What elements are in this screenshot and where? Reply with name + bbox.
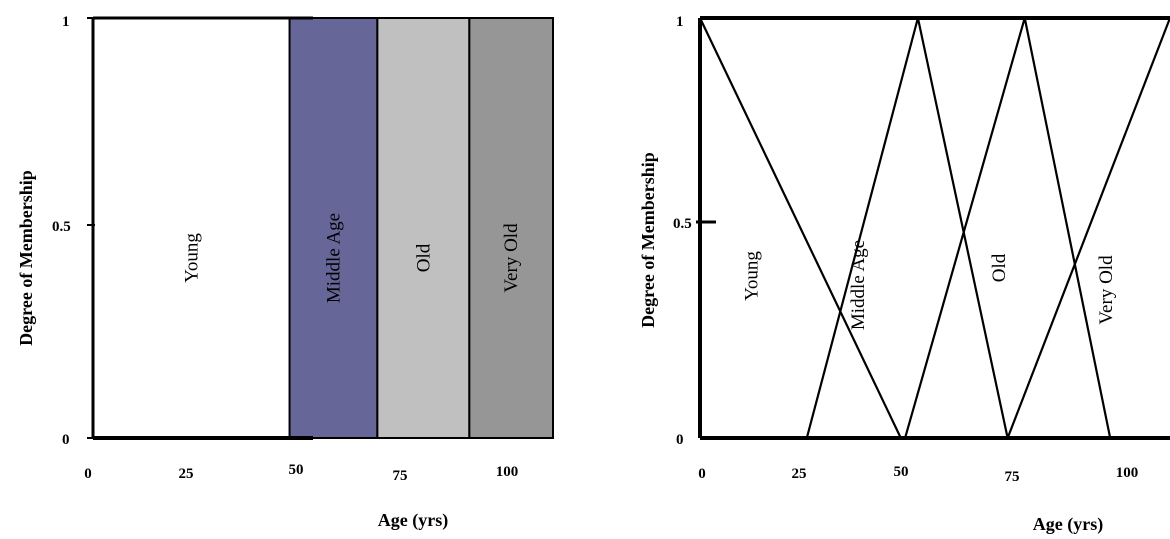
x-axis-title: Age (yrs) [1033, 514, 1103, 535]
x-tick-label: 75 [393, 468, 408, 484]
x-axis-title: Age (yrs) [378, 510, 448, 531]
crisp-label-old: Old [413, 243, 434, 272]
crisp-chart: 1 0.5 0 0 25 50 75 100 Age (yrs) Degree … [16, 14, 555, 531]
y-axis-title: Degree of Membership [16, 170, 36, 346]
fuzzy-label-middle-age: Middle Age [848, 240, 869, 330]
crisp-label-very-old: Very Old [501, 223, 522, 293]
crisp-region-labels: Young Middle Age Old Very Old [181, 213, 522, 303]
y-tick-label: 1 [62, 14, 70, 30]
x-tick-label: 25 [179, 466, 194, 482]
x-tick-label: 0 [84, 466, 92, 482]
y-tick-label: 1 [676, 14, 684, 30]
crisp-regions [93, 17, 555, 439]
y-tick-label: 0.5 [673, 216, 692, 232]
fuzzy-lines [699, 17, 1170, 439]
crisp-label-young: Young [181, 233, 202, 283]
x-tick-label: 25 [792, 466, 807, 482]
y-axis-title: Degree of Membership [638, 152, 658, 328]
x-tick-label: 0 [698, 466, 706, 482]
crisp-region-very-old [468, 17, 555, 439]
x-tick-label: 75 [1005, 469, 1020, 485]
crisp-region-young [93, 18, 290, 438]
x-tick-label: 50 [289, 462, 304, 478]
fuzzy-chart: 1 0.5 0 0 25 50 75 100 Age (yrs) Degree … [638, 14, 1170, 535]
membership-line-young [699, 17, 902, 439]
membership-line-very-old [1006, 17, 1170, 439]
fuzzy-region-labels: Young Middle Age Old Very Old [741, 240, 1117, 330]
x-tick-label: 100 [1116, 465, 1139, 481]
crisp-label-middle-age: Middle Age [323, 213, 344, 303]
fuzzy-label-old: Old [989, 253, 1010, 282]
x-tick-label: 100 [496, 464, 519, 480]
y-tick-label: 0 [676, 432, 684, 448]
x-tick-label: 50 [894, 464, 909, 480]
crisp-region-middle-age [288, 17, 379, 439]
fuzzy-label-very-old: Very Old [1096, 255, 1117, 325]
fuzzy-label-young: Young [741, 251, 762, 301]
crisp-region-old [376, 17, 471, 439]
y-tick-label: 0.5 [52, 219, 71, 235]
membership-line-middle-age [805, 17, 1009, 439]
membership-line-old [904, 17, 1112, 439]
y-tick-label: 0 [62, 432, 70, 448]
